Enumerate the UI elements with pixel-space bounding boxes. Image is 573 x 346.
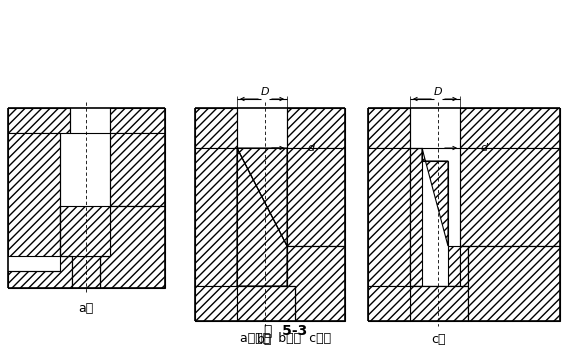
Text: b）: b） bbox=[257, 333, 273, 346]
Polygon shape bbox=[448, 246, 460, 286]
Text: a）: a） bbox=[79, 302, 93, 315]
Text: D: D bbox=[434, 87, 442, 97]
Polygon shape bbox=[8, 133, 60, 256]
Polygon shape bbox=[468, 246, 560, 321]
Polygon shape bbox=[460, 148, 560, 246]
Polygon shape bbox=[410, 246, 468, 286]
Polygon shape bbox=[410, 286, 468, 321]
Polygon shape bbox=[110, 133, 165, 206]
Polygon shape bbox=[195, 148, 237, 286]
Polygon shape bbox=[368, 108, 410, 148]
Polygon shape bbox=[195, 108, 237, 148]
Polygon shape bbox=[195, 286, 237, 321]
Polygon shape bbox=[410, 148, 422, 286]
Polygon shape bbox=[237, 286, 295, 321]
Text: D: D bbox=[261, 87, 269, 97]
Polygon shape bbox=[100, 206, 165, 288]
Polygon shape bbox=[422, 148, 448, 246]
Polygon shape bbox=[72, 256, 100, 288]
Text: 图  5-3: 图 5-3 bbox=[264, 323, 308, 337]
Polygon shape bbox=[237, 148, 287, 246]
Polygon shape bbox=[8, 108, 70, 133]
Text: c）: c） bbox=[431, 333, 445, 346]
Text: d: d bbox=[307, 143, 314, 153]
Text: d: d bbox=[480, 143, 487, 153]
Polygon shape bbox=[287, 148, 345, 246]
Polygon shape bbox=[287, 108, 345, 148]
Polygon shape bbox=[60, 206, 110, 256]
Polygon shape bbox=[287, 246, 345, 321]
Polygon shape bbox=[460, 108, 560, 148]
Polygon shape bbox=[368, 148, 410, 286]
Polygon shape bbox=[237, 148, 287, 286]
Text: a）不好  b）好  c）好: a）不好 b）好 c）好 bbox=[241, 332, 332, 345]
Polygon shape bbox=[8, 256, 72, 288]
Polygon shape bbox=[110, 108, 165, 133]
Polygon shape bbox=[368, 286, 410, 321]
